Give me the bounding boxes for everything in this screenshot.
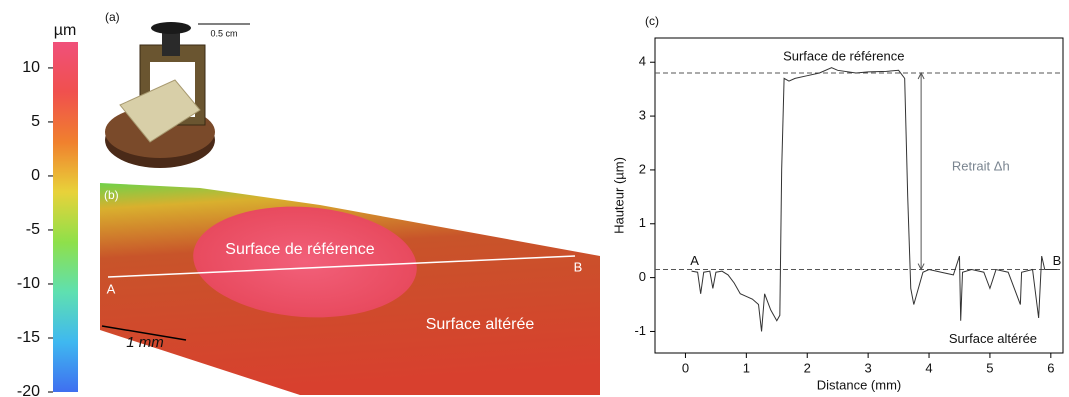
surface-map: [100, 183, 600, 395]
plot-frame: [654, 37, 1064, 354]
x-axis-label: Distance (mm): [817, 377, 902, 392]
annotation: Surface de référence: [783, 48, 904, 63]
x-tick-label: 2: [804, 360, 811, 375]
y-tick-label: 4: [639, 54, 646, 69]
tick-label: -20: [17, 383, 40, 397]
panel-label: (b): [104, 188, 119, 202]
photo: [105, 22, 250, 168]
scale-label: 0.5 cm: [210, 28, 237, 38]
annotation: Retrait Δh: [952, 159, 1010, 174]
x-tick-label: 5: [986, 360, 993, 375]
y-axis-label: Hauteur (µm): [611, 157, 626, 234]
x-tick-label: 3: [865, 360, 872, 375]
annotation: A: [690, 253, 699, 268]
tick-label: 5: [31, 113, 40, 130]
point-label: B: [574, 259, 583, 274]
y-tick-label: -1: [634, 323, 646, 338]
colorbar: [53, 42, 78, 392]
tick-label: -15: [17, 329, 40, 346]
x-tick-label: 0: [682, 360, 689, 375]
y-tick-label: 0: [639, 269, 646, 284]
annotation: Surface altérée: [949, 331, 1037, 346]
x-tick-label: 1: [743, 360, 750, 375]
y-tick-label: 2: [639, 161, 646, 176]
tick-label: 0: [31, 167, 40, 184]
tick-label: -5: [26, 221, 40, 238]
x-tick-label: 4: [925, 360, 932, 375]
y-tick-label: 3: [639, 108, 646, 123]
panel-label: (a): [105, 10, 120, 24]
region-label: Surface de référence: [225, 241, 375, 258]
region-label: Surface altérée: [426, 316, 535, 333]
scale-label: 1 mm: [126, 334, 164, 351]
tick-label: -10: [17, 275, 40, 292]
tick-label: 10: [22, 59, 40, 76]
x-tick-label: 6: [1047, 360, 1054, 375]
point-label: A: [107, 281, 116, 296]
annotation: B: [1053, 253, 1062, 268]
profile-line: [691, 67, 1057, 332]
colorbar-unit: µm: [54, 22, 77, 39]
panel-label: (c): [645, 14, 659, 28]
arrow-head: [917, 71, 925, 271]
y-tick-label: 1: [639, 215, 646, 230]
